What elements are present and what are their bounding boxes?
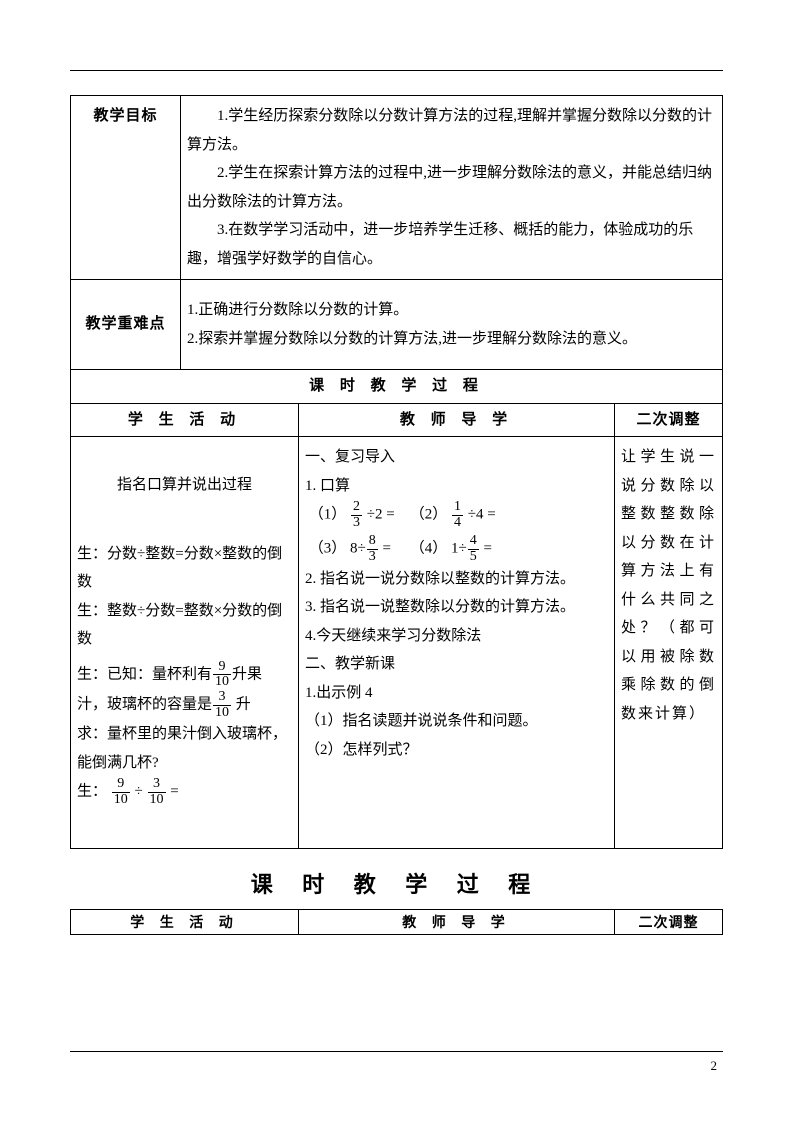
objective-3: 3.在数学学习活动中，进一步培养学生迁移、概括的能力，体验成功的乐趣，增强学好数… [187, 216, 716, 273]
t: = [167, 784, 179, 800]
fraction-4-5: 45 [468, 534, 479, 564]
teacher-l2: 1. 口算 [305, 472, 608, 501]
student-line-2: 生：分数÷整数=分数×整数的倒数 [77, 540, 292, 597]
t: 生： [77, 784, 111, 800]
student-line-1: 指名口算并说出过程 [77, 471, 292, 500]
t: = [379, 541, 391, 557]
content-objectives: 1.学生经历探索分数除以分数计算方法的过程,理解并掌握分数除以分数的计算方法。 … [181, 96, 723, 280]
page-number: 2 [711, 1058, 718, 1074]
keypoint-2: 2.探索并掌握分数除以分数的计算方法,进一步理解分数除法的意义。 [187, 325, 716, 354]
row-col-headers: 学 生 活 动 教 师 导 学 二次调整 [71, 403, 723, 437]
fraction-9-10b: 910 [112, 777, 130, 807]
col2-student: 学 生 活 动 [71, 909, 299, 934]
section-header: 课 时 教 学 过 程 [71, 370, 723, 404]
cell-student: 指名口算并说出过程 生：分数÷整数=分数×整数的倒数 生：整数÷分数=整数×分数… [71, 437, 299, 849]
cell-teacher: 一、复习导入 1. 口算 （1） 23 ÷2 = （2） 14 ÷4 = （3）… [299, 437, 615, 849]
t: （2） [410, 507, 451, 523]
col-header-student: 学 生 活 动 [71, 403, 299, 437]
label-objectives: 教学目标 [71, 96, 181, 280]
teacher-l4: 3. 指名说一说整数除以分数的计算方法。 [305, 593, 608, 622]
student-line-3: 生：整数÷分数=整数×分数的倒数 [77, 597, 292, 654]
student-line-6: 生： 910 ÷ 310 = [77, 777, 292, 807]
row-section-header: 课 时 教 学 过 程 [71, 370, 723, 404]
second-table: 学 生 活 动 教 师 导 学 二次调整 [70, 909, 723, 935]
t: ÷4 = [464, 507, 496, 523]
second-table-header: 学 生 活 动 教 师 导 学 二次调整 [71, 909, 723, 934]
cell-adjust: 让学生说一说分数除以整数整数除以分数在计算方法上有什么共同之处？（都可以用被除数… [615, 437, 723, 849]
fraction-9-10: 910 [213, 660, 231, 690]
content-keypoints: 1.正确进行分数除以分数的计算。 2.探索并掌握分数除以分数的计算方法,进一步理… [181, 280, 723, 370]
objective-2: 2.学生在探索计算方法的过程中,进一步理解分数除法的意义，并能总结归纳出分数除法… [187, 159, 716, 216]
teacher-eq-row2: （3） 8÷83 = （4） 1÷45 = [305, 534, 608, 564]
col2-adjust: 二次调整 [615, 909, 723, 934]
t: ÷ [131, 784, 147, 800]
fraction-2-3: 23 [351, 500, 362, 530]
fraction-8-3: 83 [367, 534, 378, 564]
fraction-3-10b: 310 [148, 777, 166, 807]
student-line-4: 生：已知：量杯利有910升果汁，玻璃杯的容量是310 升 [77, 660, 292, 721]
row-keypoints: 教学重难点 1.正确进行分数除以分数的计算。 2.探索并掌握分数除以分数的计算方… [71, 280, 723, 370]
page: 教学目标 1.学生经历探索分数除以分数计算方法的过程,理解并掌握分数除以分数的计… [0, 0, 793, 1122]
col-header-teacher: 教 师 导 学 [299, 403, 615, 437]
t: （3） 8÷ [309, 541, 366, 557]
t: 生：已知：量杯利有 [77, 666, 212, 682]
row-objectives: 教学目标 1.学生经历探索分数除以分数计算方法的过程,理解并掌握分数除以分数的计… [71, 96, 723, 280]
t: = [480, 541, 492, 557]
mid-title: 课 时 教 学 过 程 [70, 867, 723, 899]
teacher-l7: 1.出示例 4 [305, 679, 608, 708]
t: （1） [309, 507, 350, 523]
teacher-eq-row1: （1） 23 ÷2 = （2） 14 ÷4 = [305, 500, 608, 530]
col-header-adjust: 二次调整 [615, 403, 723, 437]
teacher-l3: 2. 指名说一说分数除以整数的计算方法。 [305, 565, 608, 594]
fraction-3-10: 310 [213, 690, 231, 720]
lesson-table: 教学目标 1.学生经历探索分数除以分数计算方法的过程,理解并掌握分数除以分数的计… [70, 95, 723, 849]
objective-1: 1.学生经历探索分数除以分数计算方法的过程,理解并掌握分数除以分数的计算方法。 [187, 102, 716, 159]
student-line-5: 求：量杯里的果汁倒入玻璃杯，能倒满几杯? [77, 720, 292, 777]
t: ÷2 = [363, 507, 395, 523]
teacher-l6: 二、教学新课 [305, 650, 608, 679]
keypoint-1: 1.正确进行分数除以分数的计算。 [187, 296, 716, 325]
teacher-l8: （1）指名读题并说说条件和问题。 [305, 707, 608, 736]
col2-teacher: 教 师 导 学 [299, 909, 615, 934]
t: （4） 1÷ [410, 541, 467, 557]
teacher-l5: 4.今天继续来学习分数除法 [305, 622, 608, 651]
row-process: 指名口算并说出过程 生：分数÷整数=分数×整数的倒数 生：整数÷分数=整数×分数… [71, 437, 723, 849]
top-rule [70, 70, 723, 71]
t: 升 [232, 697, 251, 713]
bottom-rule [70, 1051, 723, 1052]
teacher-l9: （2）怎样列式？ [305, 736, 608, 765]
fraction-1-4: 14 [452, 500, 463, 530]
teacher-l1: 一、复习导入 [305, 443, 608, 472]
label-keypoints: 教学重难点 [71, 280, 181, 370]
